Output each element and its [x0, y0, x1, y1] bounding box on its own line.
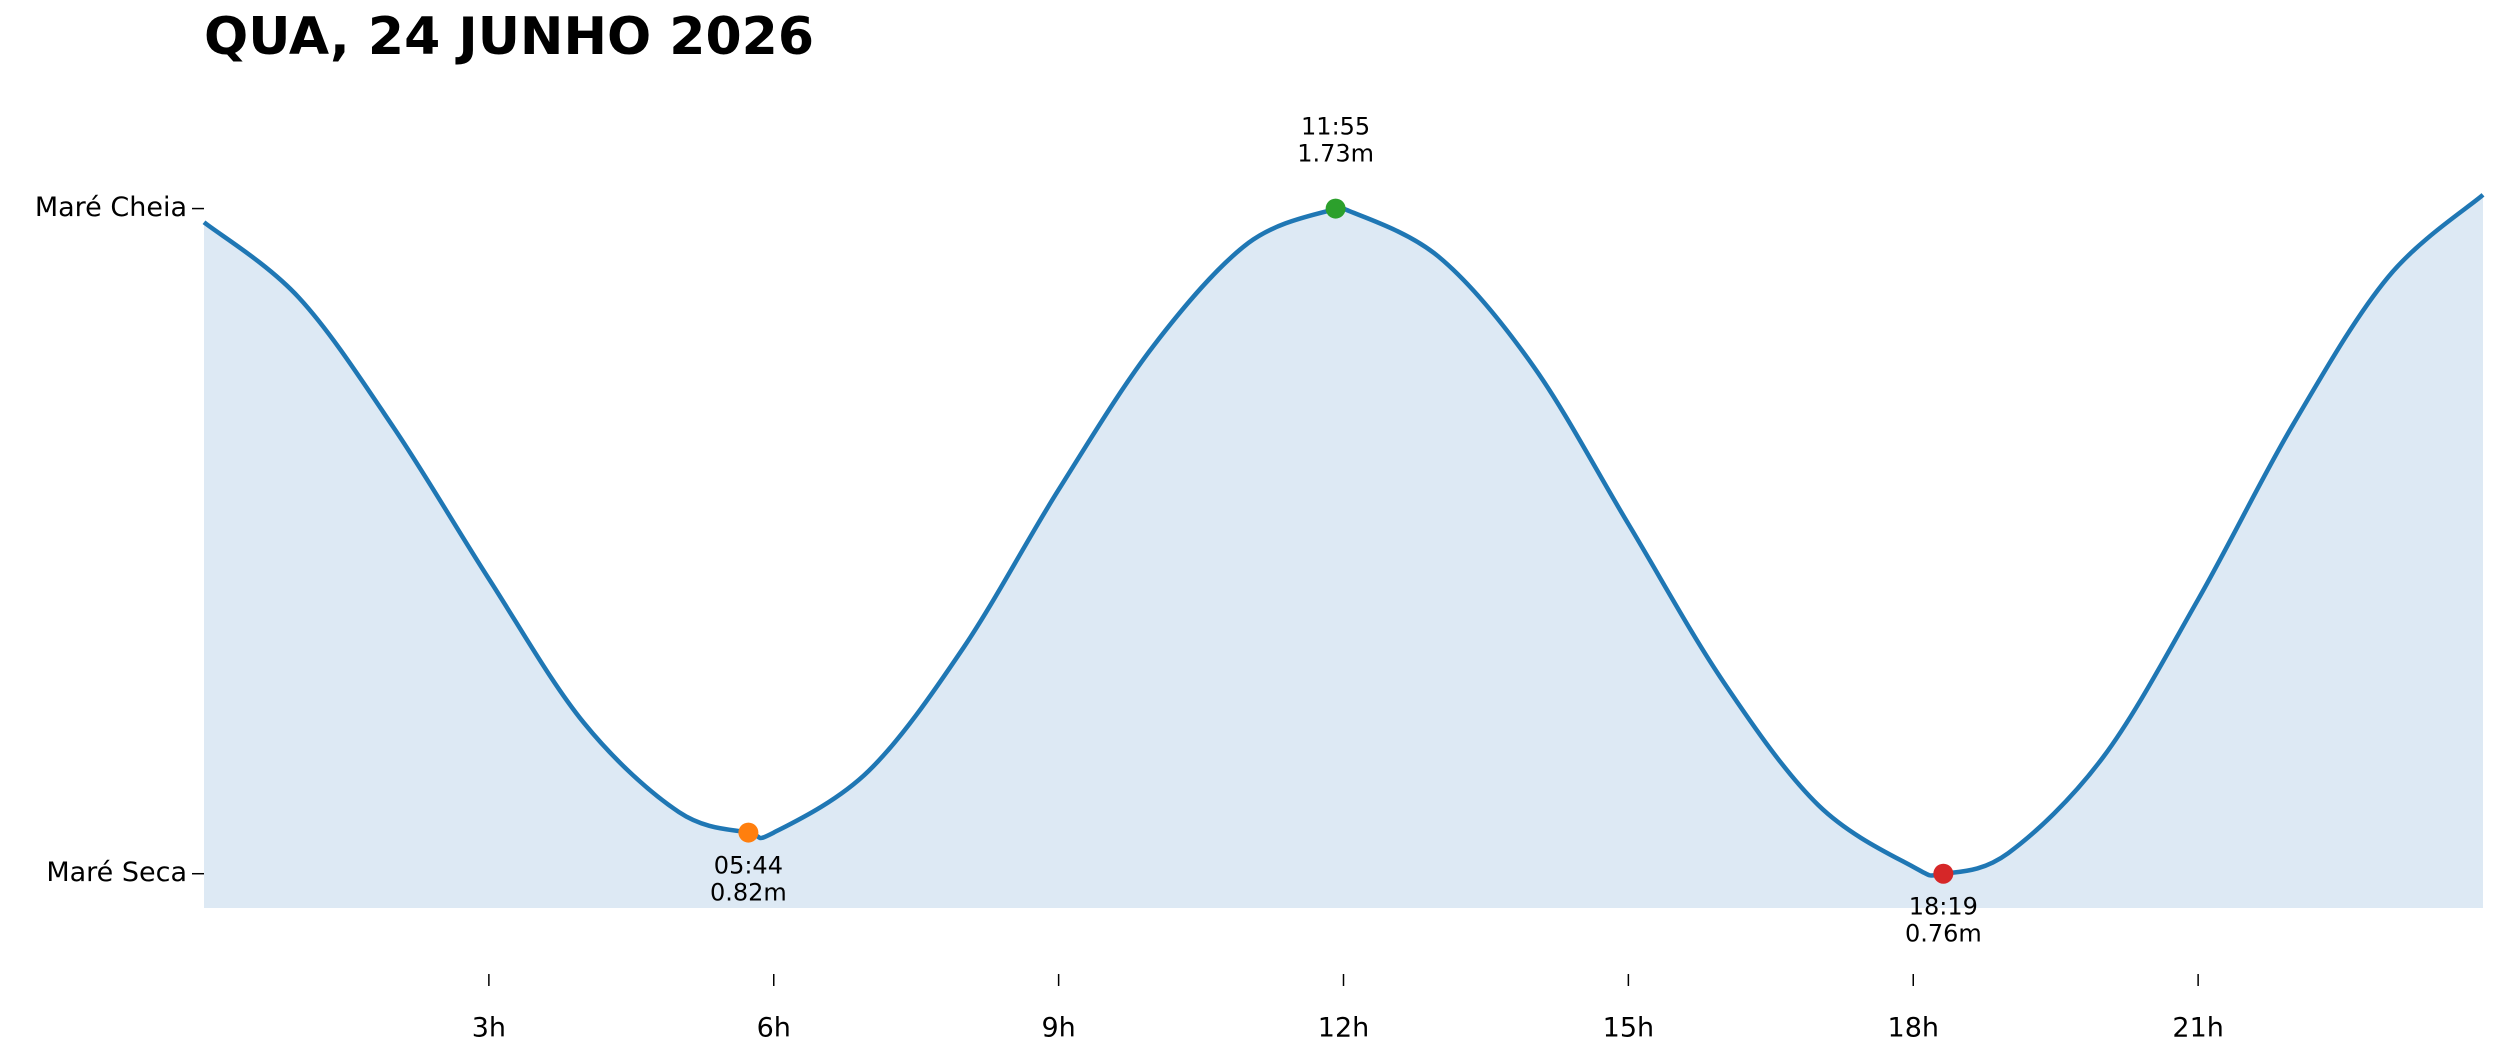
x-tick-label: 18h [1888, 1013, 1939, 1044]
area-fill [204, 194, 2483, 908]
time-label: 05:44 [714, 852, 783, 880]
height-label: 0.82m [710, 879, 787, 907]
x-tick-label: 12h [1318, 1013, 1369, 1044]
height-label: 0.76m [1905, 920, 1982, 948]
extreme-marker [738, 822, 759, 843]
x-tick-label: 21h [2172, 1013, 2223, 1044]
time-label: 11:55 [1301, 113, 1370, 141]
extreme-marker [1933, 863, 1954, 884]
time-label: 18:19 [1909, 893, 1978, 921]
x-tick-label: 9h [1041, 1013, 1075, 1044]
x-tick-label: 6h [757, 1013, 791, 1044]
x-tick-label: 15h [1603, 1013, 1654, 1044]
chart-title: QUA, 24 JUNHO 2026 [204, 7, 814, 67]
y-tick-label: Maré Seca [46, 857, 187, 888]
y-tick-label: Maré Cheia [35, 192, 187, 223]
x-tick-label: 3h [472, 1013, 506, 1044]
height-label: 1.73m [1297, 140, 1374, 168]
extreme-marker [1325, 198, 1346, 219]
